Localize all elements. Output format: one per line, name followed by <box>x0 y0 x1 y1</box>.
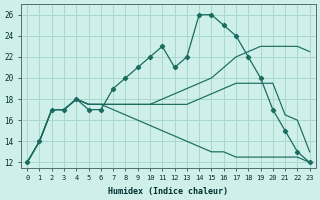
X-axis label: Humidex (Indice chaleur): Humidex (Indice chaleur) <box>108 187 228 196</box>
